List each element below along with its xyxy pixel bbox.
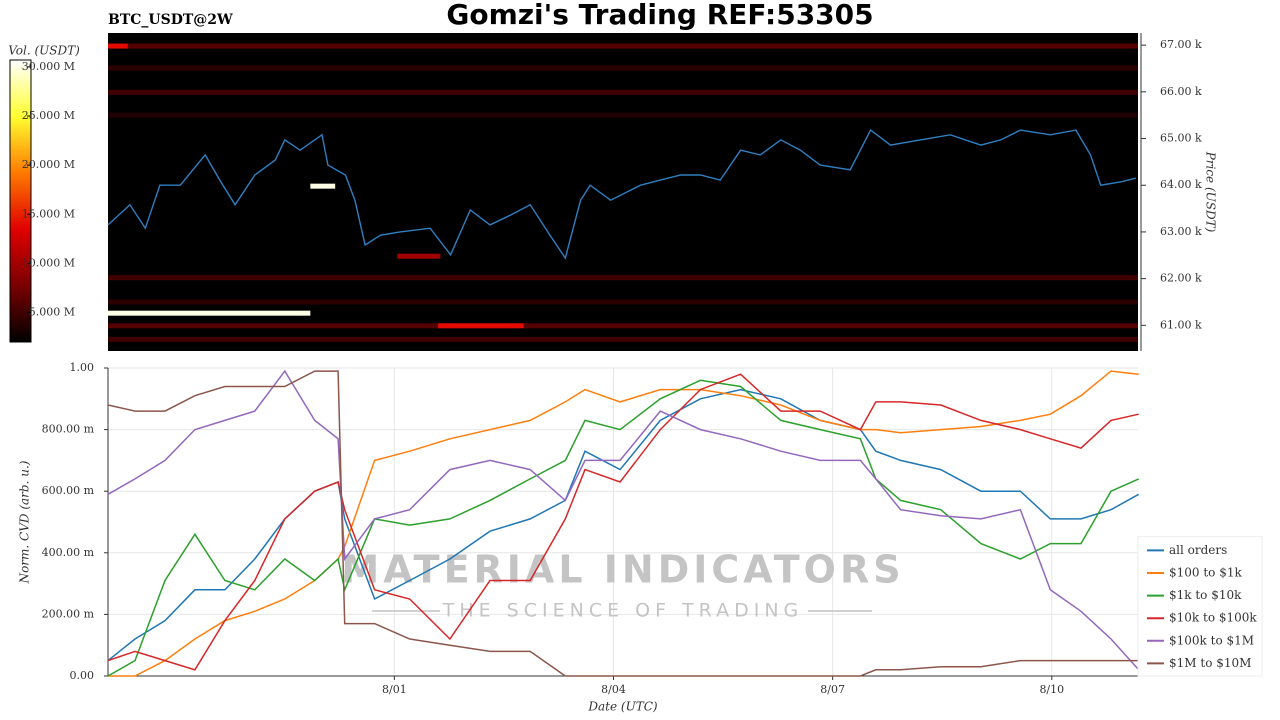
colorbar-tick-label: 25.000 M [22, 109, 75, 122]
liquidity-level [438, 323, 524, 329]
legend-label: $100 to $1k [1169, 566, 1242, 580]
colorbar-label: Vol. (USDT) [8, 44, 80, 58]
x-tick-label: 8/01 [382, 683, 407, 696]
y-tick-label: 62.00 k [1160, 272, 1202, 285]
liquidity-level [108, 43, 128, 49]
colorbar-tick-label: 15.000 M [22, 207, 75, 220]
plot-background [108, 33, 1138, 351]
colorbar [9, 59, 32, 343]
liquidity-level [108, 299, 1138, 305]
colorbar-tick-label: 10.000 M [22, 256, 75, 269]
chart-subtitle: BTC_USDT@2W [108, 12, 233, 28]
x-tick-label: 8/04 [601, 683, 626, 696]
cvd-line [107, 379, 1140, 677]
y-tick-label: 800.00 m [42, 423, 95, 436]
liquidity-level [108, 323, 1138, 329]
cvd-line [108, 370, 1139, 677]
liquidity-level [108, 89, 1138, 95]
legend-label: $1k to $10k [1169, 588, 1242, 602]
cvd-line [107, 373, 1139, 671]
y-tick-label: 67.00 k [1160, 38, 1202, 51]
x-tick-label: 8/07 [820, 683, 845, 696]
y-axis-label: Price (USDT) [1204, 151, 1218, 233]
legend-box [1137, 535, 1263, 677]
y-tick-label: 63.00 k [1160, 225, 1202, 238]
liquidity-level [108, 65, 1138, 71]
liquidity-level [310, 183, 336, 189]
liquidity-level [108, 275, 1138, 281]
plot-background [108, 368, 1138, 676]
legend-label: all orders [1169, 543, 1227, 557]
y-tick-label: 66.00 k [1160, 85, 1202, 98]
colorbar-tick-label: 30.000 M [22, 60, 75, 73]
liquidity-level [108, 336, 1138, 342]
cvd-line [107, 369, 1140, 671]
legend-label: $100k to $1M [1169, 633, 1254, 647]
liquidity-level [108, 43, 1138, 49]
chart-title: Gomzi's Trading REF:53305 [446, 0, 873, 31]
liquidity-level [108, 112, 1138, 118]
cvd-line [107, 388, 1140, 662]
y-tick-label: 65.00 k [1160, 132, 1202, 145]
y-tick-label: 400.00 m [42, 546, 95, 559]
liquidity-level [108, 310, 311, 316]
colorbar-tick-label: 20.000 M [22, 158, 75, 171]
colorbar-tick-label: 5.000 M [29, 306, 75, 319]
y-axis-label: Norm. CVD (arb. u.) [18, 460, 32, 584]
watermark: MATERIAL INDICATORS [341, 548, 904, 592]
legend-label: $1M to $10M [1169, 656, 1251, 670]
price-line [107, 129, 1136, 260]
watermark: THE SCIENCE OF TRADING [442, 600, 804, 622]
x-axis-label: Date (UTC) [587, 700, 657, 714]
y-tick-label: 200.00 m [42, 607, 95, 620]
y-tick-label: 1.00 [70, 361, 95, 374]
y-tick-label: 0.00 [70, 669, 95, 682]
x-tick-label: 8/10 [1039, 683, 1064, 696]
y-tick-label: 64.00 k [1160, 178, 1202, 191]
legend-label: $10k to $100k [1169, 611, 1257, 625]
liquidity-level [397, 253, 441, 259]
cvd-line [107, 370, 1139, 677]
y-tick-label: 61.00 k [1160, 318, 1202, 331]
y-tick-label: 600.00 m [42, 484, 95, 497]
